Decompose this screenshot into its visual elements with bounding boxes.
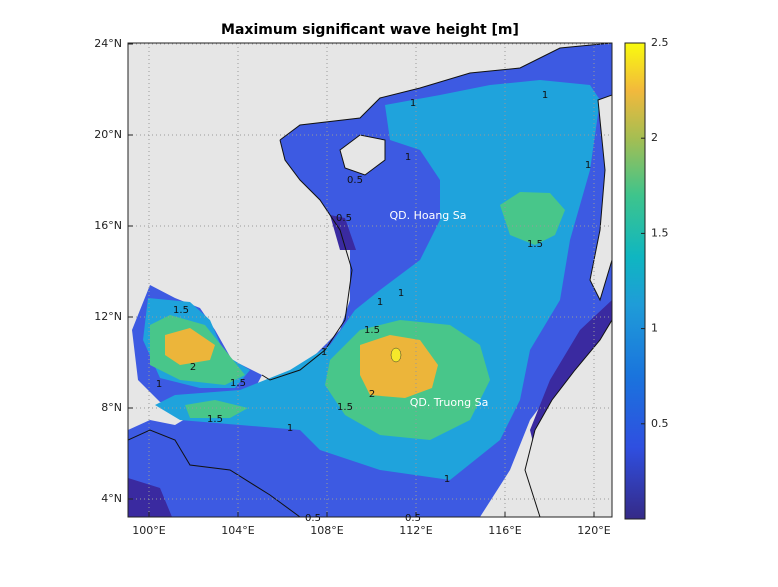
contour-label: 1.5 — [230, 378, 246, 389]
colorbar-tick-label: 2.5 — [651, 36, 669, 49]
land — [524, 319, 612, 517]
contour-label: 1 — [410, 98, 416, 109]
sea-zone — [185, 400, 248, 418]
colorbar — [624, 42, 646, 520]
contour-label: 1 — [405, 152, 411, 163]
contour-label: 1 — [398, 288, 404, 299]
contour-label: 0.5 — [305, 513, 321, 524]
contour-label: 1 — [321, 347, 327, 358]
contour-label: 1 — [542, 90, 548, 101]
contour-label: 0.5 — [336, 213, 352, 224]
contour-label: 1.5 — [173, 305, 189, 316]
contour-label: 2 — [369, 389, 375, 400]
coastline — [128, 429, 301, 517]
sea-zone — [165, 328, 215, 365]
contour-label: 1 — [377, 297, 383, 308]
x-tick-label: 112°E — [399, 524, 432, 537]
land — [589, 94, 612, 302]
sea-zone — [128, 478, 172, 517]
coastline — [261, 43, 612, 381]
sea-zone — [390, 347, 402, 363]
contour-label: 1 — [444, 474, 450, 485]
map-area — [128, 43, 612, 517]
colorbar-tick-label: 1.5 — [651, 226, 669, 239]
sea-zone — [360, 335, 438, 398]
contour-label: 1 — [156, 379, 162, 390]
contour-label: 0.5 — [347, 175, 363, 186]
grid — [128, 43, 612, 517]
x-tick-label: 100°E — [132, 524, 165, 537]
contour-label: 2 — [190, 362, 196, 373]
x-tick-label: 104°E — [221, 524, 254, 537]
y-tick-label: 24°N — [94, 37, 122, 50]
place-label: QD. Hoang Sa — [389, 209, 466, 222]
axes-box — [127, 42, 613, 518]
y-tick-label: 20°N — [94, 128, 122, 141]
y-tick-label: 4°N — [101, 492, 122, 505]
place-label: QD. Truong Sa — [410, 396, 489, 409]
colorbar-tick-label: 0.5 — [651, 417, 669, 430]
x-tick-label: 108°E — [310, 524, 343, 537]
x-tick-label: 116°E — [488, 524, 521, 537]
title: Maximum significant wave height [m] — [221, 22, 519, 38]
contour-label: 0.5 — [405, 513, 421, 524]
y-tick-label: 12°N — [94, 310, 122, 323]
x-tick-label: 120°E — [577, 524, 610, 537]
contour-label: 1.5 — [207, 414, 223, 425]
contour-label: 1 — [585, 160, 591, 171]
sea-zone — [330, 215, 356, 250]
y-tick-label: 16°N — [94, 219, 122, 232]
sea-zone — [500, 192, 565, 245]
y-tick-label: 8°N — [101, 401, 122, 414]
colorbar-tick-label: 2 — [651, 131, 658, 144]
contour-label: 1 — [287, 423, 293, 434]
colorbar-tick-label: 1 — [651, 322, 658, 335]
contour-label: 1.5 — [364, 325, 380, 336]
contour-label: 1.5 — [337, 402, 353, 413]
contour-label: 1.5 — [527, 239, 543, 250]
